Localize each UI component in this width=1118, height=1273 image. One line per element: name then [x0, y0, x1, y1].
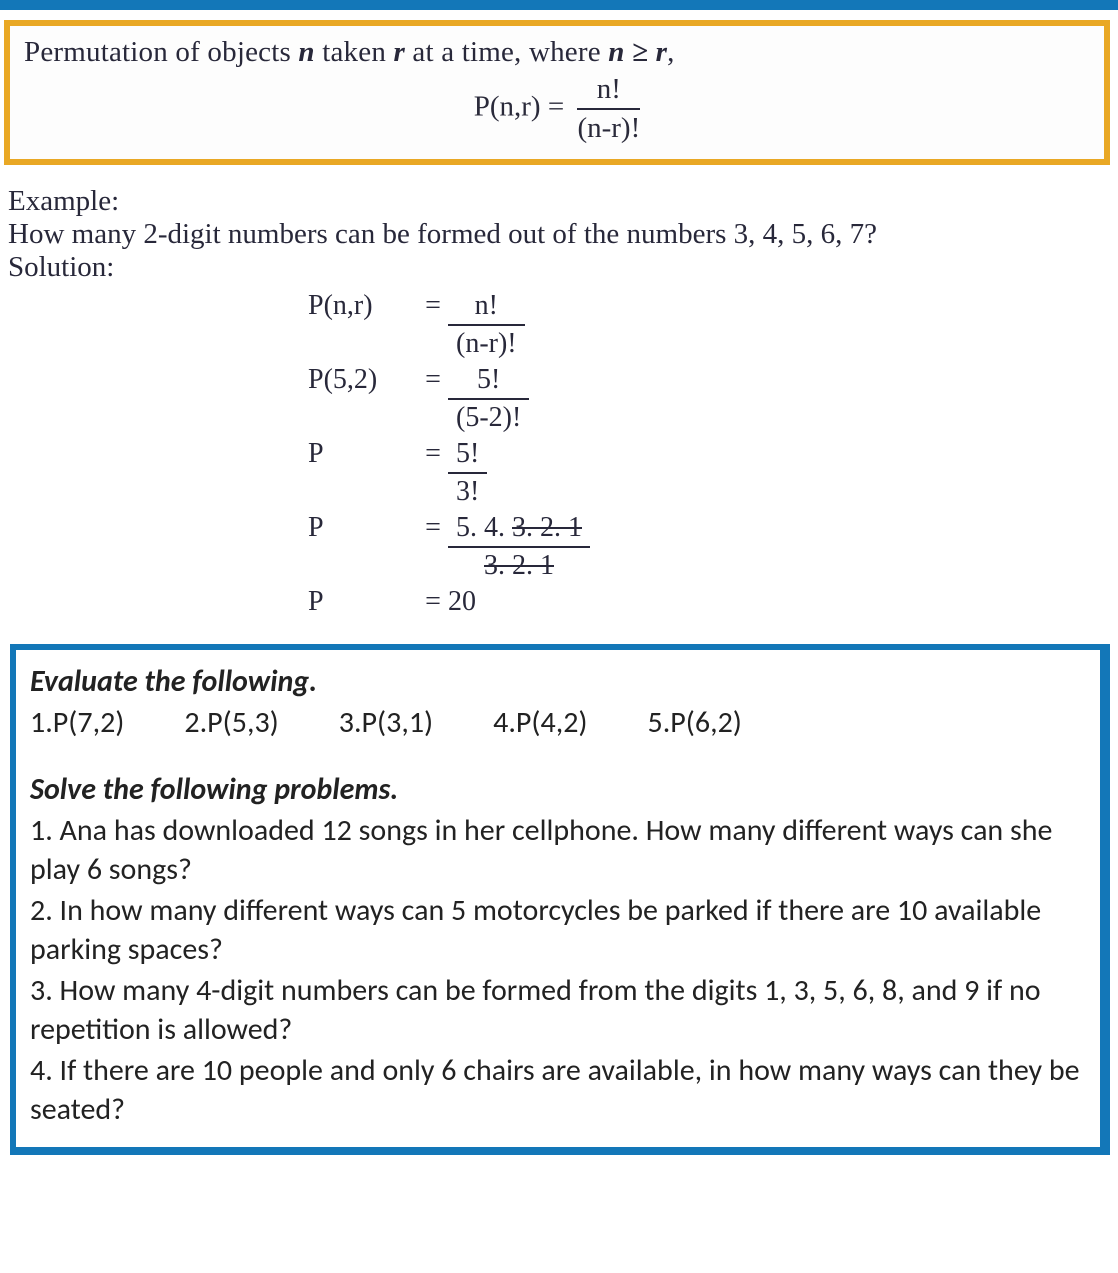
- work-step-1: P(n,r) = n! (n-r)!: [8, 290, 1108, 360]
- page: Permutation of objects n taken r at a ti…: [0, 0, 1118, 1155]
- formula-box: Permutation of objects n taken r at a ti…: [4, 20, 1110, 165]
- title-r: r: [393, 36, 405, 68]
- solve-item-2: 2. In how many different ways can 5 moto…: [30, 891, 1084, 969]
- step2-right: 5! (5-2)!: [448, 364, 529, 434]
- step5-result: 20: [448, 586, 476, 618]
- step2-left: P(5,2): [308, 364, 418, 396]
- title-mid: taken: [315, 36, 394, 68]
- example-block: Example: How many 2-digit numbers can be…: [0, 177, 1118, 634]
- solve-list: 1. Ana has downloaded 12 songs in her ce…: [30, 811, 1084, 1129]
- formula-denominator: (n-r)!: [577, 110, 640, 145]
- equals-icon: =: [418, 364, 448, 396]
- work-step-5: P = 20: [8, 586, 1108, 618]
- equals-icon: =: [418, 512, 448, 544]
- step3-den: 3!: [448, 474, 487, 508]
- step4-den: 3. 2. 1: [448, 548, 590, 582]
- title-pre: Permutation of objects: [24, 36, 298, 68]
- step3-num: 5!: [448, 438, 487, 474]
- step5-left: P: [308, 586, 418, 618]
- step3-right: 5! 3!: [448, 438, 487, 508]
- step1-num: n!: [448, 290, 525, 326]
- title-cond: n ≥ r: [608, 36, 667, 68]
- solve-item-1: 1. Ana has downloaded 12 songs in her ce…: [30, 811, 1084, 889]
- example-question: How many 2-digit numbers can be formed o…: [8, 218, 1108, 251]
- title-end: ,: [667, 36, 674, 68]
- step4-right: 5. 4. 3. 2. 1 3. 2. 1: [448, 512, 590, 582]
- eval-item-4: 4.P(4,2): [493, 703, 587, 742]
- work-step-2: P(5,2) = 5! (5-2)!: [8, 364, 1108, 434]
- step3-left: P: [308, 438, 418, 470]
- step2-num: 5!: [448, 364, 529, 400]
- step1-left: P(n,r): [308, 290, 418, 322]
- evaluate-items: 1.P(7,2) 2.P(5,3) 3.P(3,1) 4.P(4,2) 5.P(…: [30, 703, 1084, 742]
- step2-den: (5-2)!: [448, 400, 529, 434]
- eval-item-5: 5.P(6,2): [648, 703, 742, 742]
- step1-den: (n-r)!: [448, 326, 525, 360]
- solve-heading: Solve the following problems.: [30, 770, 1084, 809]
- work-step-4: P = 5. 4. 3. 2. 1 3. 2. 1: [8, 512, 1108, 582]
- evaluate-heading: Evaluate the following.: [30, 662, 1084, 701]
- step1-right: n! (n-r)!: [448, 290, 525, 360]
- eval-item-1: 1.P(7,2): [30, 703, 124, 742]
- eval-item-3: 3.P(3,1): [339, 703, 433, 742]
- equals-icon: =: [418, 290, 448, 322]
- formula-numerator: n!: [577, 73, 640, 110]
- equals-icon: =: [418, 586, 448, 618]
- title-n: n: [298, 36, 314, 68]
- example-label: Example:: [8, 185, 1108, 218]
- solve-item-3: 3. How many 4-digit numbers can be forme…: [30, 971, 1084, 1049]
- equals-icon: =: [418, 438, 448, 470]
- step4-num: 5. 4. 3. 2. 1: [448, 512, 590, 548]
- formula-equation: P(n,r) = n! (n-r)!: [24, 73, 1090, 145]
- work-step-3: P = 5! 3!: [8, 438, 1108, 508]
- solution-label: Solution:: [8, 251, 1108, 284]
- formula-fraction: n! (n-r)!: [577, 73, 640, 145]
- solution-work: P(n,r) = n! (n-r)! P(5,2) = 5! (5-2)!: [8, 290, 1108, 618]
- formula-lhs: P(n,r) =: [474, 91, 564, 123]
- problems-box: Evaluate the following. 1.P(7,2) 2.P(5,3…: [10, 644, 1110, 1155]
- eval-item-2: 2.P(5,3): [184, 703, 278, 742]
- title-post: at a time, where: [405, 36, 608, 68]
- step4-left: P: [308, 512, 418, 544]
- solve-item-4: 4. If there are 10 people and only 6 cha…: [30, 1051, 1084, 1129]
- formula-title: Permutation of objects n taken r at a ti…: [24, 36, 1090, 69]
